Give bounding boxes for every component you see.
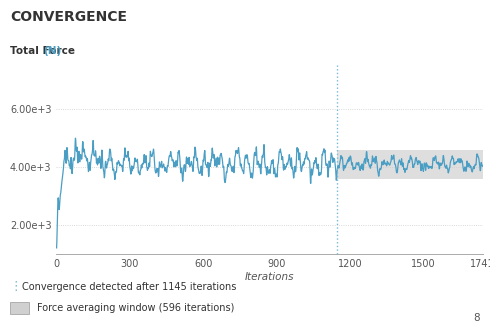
Text: (N): (N) [43,46,61,56]
Text: Total Force: Total Force [10,46,78,56]
Bar [337,150,483,179]
Text: ⋮: ⋮ [10,280,23,293]
Text: 8: 8 [473,313,480,323]
X-axis label: Iterations: Iterations [245,272,294,282]
Text: CONVERGENCE: CONVERGENCE [10,10,127,24]
Text: Force averaging window (596 iterations): Force averaging window (596 iterations) [37,303,234,313]
Text: Convergence detected after 1145 iterations: Convergence detected after 1145 iteratio… [22,282,236,292]
